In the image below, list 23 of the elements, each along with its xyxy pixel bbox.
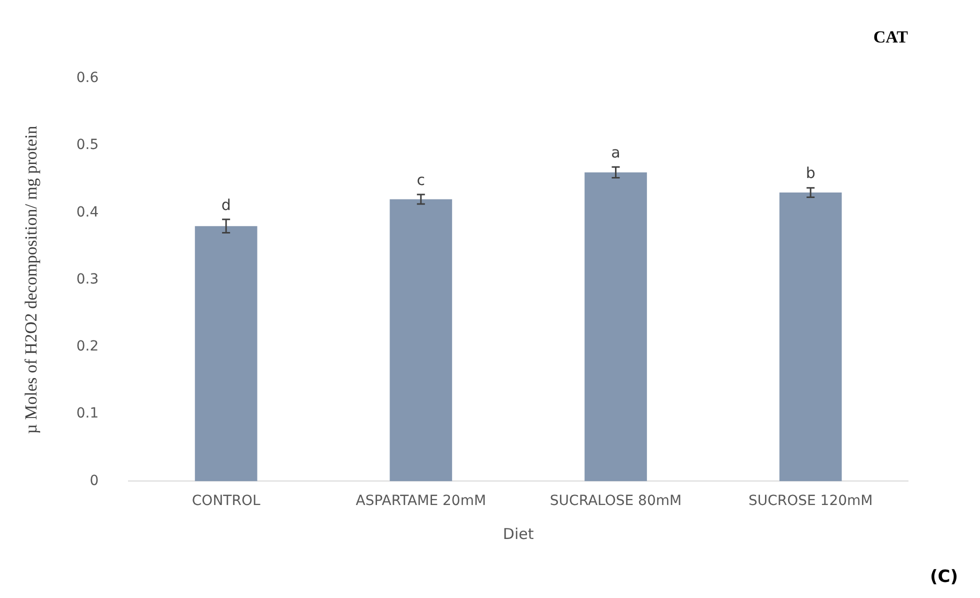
bar — [194, 226, 258, 482]
annotation: d — [221, 196, 231, 214]
y-tick-label: 0.2 — [76, 338, 99, 355]
bar — [779, 192, 842, 482]
y-tick-label: 0.1 — [76, 406, 99, 422]
y-tick-label: 0.5 — [76, 137, 99, 154]
x-tick-label: SUCRALOSE 80mM — [550, 493, 682, 510]
y-tick-label: 0 — [90, 472, 99, 489]
y-tick-label: 0.4 — [76, 204, 99, 220]
x-tick-label: CONTROL — [192, 493, 260, 510]
annotation: c — [416, 170, 426, 189]
bar — [390, 199, 452, 482]
text: (C) — [930, 566, 958, 587]
annotation: a — [611, 143, 620, 162]
x-tick-label: SUCROSE 120mM — [748, 493, 873, 510]
y-axis-title: µ Moles of H2O2 decomposition/ mg protein — [22, 125, 41, 434]
bar — [584, 172, 647, 482]
chart-title: CAT — [873, 28, 909, 47]
x-axis-title: Diet — [502, 524, 534, 543]
x-tick-label: ASPARTAME 20mM — [356, 493, 486, 510]
annotation: b — [806, 164, 816, 182]
y-tick-label: 0.3 — [76, 271, 99, 288]
y-tick-label: 0.6 — [76, 70, 99, 86]
